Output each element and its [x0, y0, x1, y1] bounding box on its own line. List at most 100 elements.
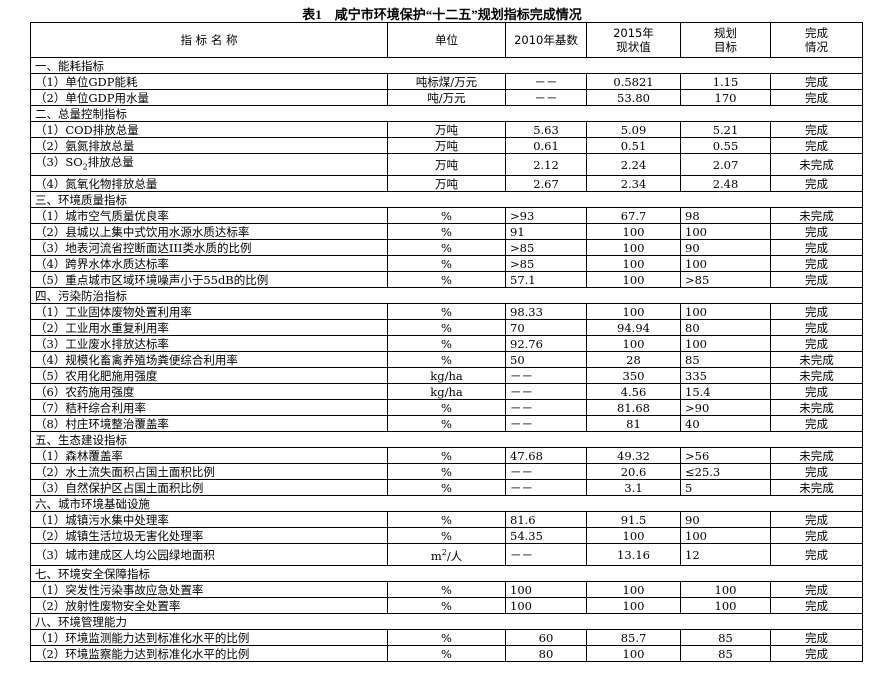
- cell: 完成: [770, 175, 863, 192]
- cell: 100: [680, 597, 771, 614]
- cell: 吨标煤/万元: [387, 73, 506, 90]
- cell: %: [387, 335, 506, 352]
- cell-text: 排放总量: [87, 154, 134, 169]
- cell: 100: [586, 303, 681, 320]
- section-title: 三、环境质量指标: [30, 191, 863, 208]
- cell: 完成: [770, 271, 863, 288]
- cell: 0.5821: [586, 73, 681, 90]
- data-row: （3）SO2排放总量 万吨 2.12 2.24 2.07 未完成: [30, 153, 863, 176]
- cell: 100: [680, 527, 771, 544]
- cell: 85.7: [586, 629, 681, 646]
- cell: %: [387, 463, 506, 480]
- table-body: 指 标 名 称单位 2010年基数 2015年 现状值 规划 目标 完成 情况 一、能耗指标 （1…: [30, 22, 863, 662]
- cell: 100: [586, 527, 681, 544]
- section-row: 二、总量控制指标: [30, 105, 863, 122]
- cell: %: [387, 255, 506, 272]
- cell: 完成: [770, 89, 863, 106]
- data-row: （4）规模化畜禽养殖场粪便综合利用率% 50 28 85 未完成: [30, 351, 863, 368]
- cell: 0.55: [680, 137, 771, 154]
- cell: 完成: [770, 511, 863, 528]
- cell: 完成: [770, 303, 863, 320]
- data-row: （1）工业固体废物处置利用率% 98.33 100 100 完成: [30, 303, 863, 320]
- cell: 100: [586, 223, 681, 240]
- section-row: 六、城市环境基础设施: [30, 495, 863, 512]
- cell: （3）自然保护区占国土面积比例: [30, 479, 388, 496]
- cell: 85: [680, 351, 771, 368]
- data-row: （2）城镇生活垃圾无害化处理率% 54.35 100 100 完成: [30, 527, 863, 544]
- cell: 吨/万元: [387, 89, 506, 106]
- data-row: （1）城镇污水集中处理率% 81.6 91.5 90 完成: [30, 511, 863, 528]
- cell: >85: [505, 239, 587, 256]
- cell: 13.16: [586, 543, 681, 566]
- header-line: 2015年: [613, 26, 654, 40]
- data-row: （4）氮氧化物排放总量 万吨 2.67 2.34 2.48 完成: [30, 175, 863, 192]
- cell: 90: [680, 511, 771, 528]
- cell: （4）氮氧化物排放总量: [30, 175, 388, 192]
- section-row: 一、能耗指标: [30, 57, 863, 74]
- cell: ≤25.3: [680, 463, 771, 480]
- cell: 91.5: [586, 511, 681, 528]
- subscript: 2: [82, 162, 88, 172]
- data-row: （3）自然保护区占国土面积比例% －－ 3.1 5 未完成: [30, 479, 863, 496]
- cell: 100: [505, 597, 587, 614]
- data-row: （3）地表河流省控断面达III类水质的比例% >85 100 90 完成: [30, 239, 863, 256]
- cell: （2）工业用水重复利用率: [30, 319, 388, 336]
- cell: 100: [586, 645, 681, 662]
- data-row: （2）县城以上集中式饮用水源水质达标率% 91 100 100 完成: [30, 223, 863, 240]
- data-row: （2）工业用水重复利用率% 70 94.94 80 完成: [30, 319, 863, 336]
- header-line: 情况: [805, 40, 828, 54]
- cell: （2）单位GDP用水量: [30, 89, 388, 106]
- cell: 完成: [770, 543, 863, 566]
- cell: （4）规模化畜禽养殖场粪便综合利用率: [30, 351, 388, 368]
- data-row: （1）单位GDP能耗 吨标煤/万元 －－ 0.5821 1.15 完成: [30, 73, 863, 90]
- cell: 47.68: [505, 447, 587, 464]
- cell: （3）SO2排放总量: [30, 153, 388, 176]
- cell: （1）COD排放总量: [30, 121, 388, 138]
- cell: kg/ha: [387, 367, 506, 384]
- cell: （1）城市空气质量优良率: [30, 207, 388, 224]
- cell: 2.34: [586, 175, 681, 192]
- cell: （7）秸秆综合利用率: [30, 399, 388, 416]
- cell: 未完成: [770, 207, 863, 224]
- cell: %: [387, 399, 506, 416]
- data-row: （7）秸秆综合利用率% －－ 81.68 >90 未完成: [30, 399, 863, 416]
- cell: －－: [505, 73, 587, 90]
- cell: （3）工业废水排放达标率: [30, 335, 388, 352]
- cell: %: [387, 303, 506, 320]
- cell: 70: [505, 319, 587, 336]
- cell: 2.24: [586, 153, 681, 176]
- header-cell: 2015年 现状值: [586, 22, 681, 58]
- section-row: 八、环境管理能力: [30, 613, 863, 630]
- cell: 100: [680, 581, 771, 598]
- cell: －－: [505, 383, 587, 400]
- data-row: （2）环境监察能力达到标准化水平的比例% 80 100 85 完成: [30, 645, 863, 662]
- cell: 15.4: [680, 383, 771, 400]
- cell: 49.32: [586, 447, 681, 464]
- cell: %: [387, 415, 506, 432]
- cell: （4）跨界水体水质达标率: [30, 255, 388, 272]
- cell: 0.61: [505, 137, 587, 154]
- cell: 98: [680, 207, 771, 224]
- cell: 100: [680, 223, 771, 240]
- cell: 57.1: [505, 271, 587, 288]
- cell: 94.94: [586, 319, 681, 336]
- cell: －－: [505, 463, 587, 480]
- cell: 完成: [770, 335, 863, 352]
- data-row: （1）COD排放总量 万吨 5.63 5.09 5.21 完成: [30, 121, 863, 138]
- cell: 67.7: [586, 207, 681, 224]
- cell: kg/ha: [387, 383, 506, 400]
- cell: 0.51: [586, 137, 681, 154]
- cell: 2.12: [505, 153, 587, 176]
- cell: 100: [680, 303, 771, 320]
- cell: 万吨: [387, 153, 506, 176]
- header-line: 规划: [714, 26, 737, 40]
- cell: 100: [586, 581, 681, 598]
- superscript: 2: [441, 548, 447, 558]
- cell: （1）单位GDP能耗: [30, 73, 388, 90]
- cell: 万吨: [387, 175, 506, 192]
- cell: 5: [680, 479, 771, 496]
- cell: %: [387, 645, 506, 662]
- cell: 100: [586, 239, 681, 256]
- cell: %: [387, 239, 506, 256]
